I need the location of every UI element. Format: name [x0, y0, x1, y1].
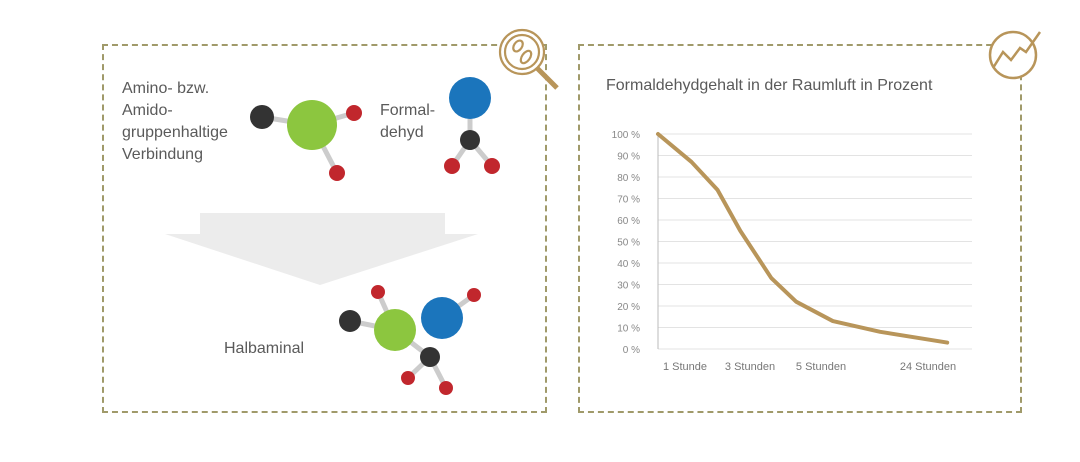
label-line: Amino- bzw.: [122, 80, 210, 97]
chart-title: Formaldehydgehalt in der Raumluft in Pro…: [606, 77, 933, 94]
y-tick-label: 70 %: [617, 195, 640, 206]
label-line: Verbindung: [122, 146, 203, 163]
x-tick-label: 3 Stunden: [725, 361, 775, 373]
product-label: Halbaminal: [224, 340, 305, 357]
chart-panel: [578, 44, 1022, 413]
x-tick-label: 5 Stunden: [796, 361, 846, 373]
magnifier-bacteria-icon: [498, 28, 559, 90]
y-tick-label: 90 %: [617, 152, 640, 163]
label-line: Amido-: [122, 102, 173, 119]
y-tick-label: 20 %: [617, 302, 640, 313]
y-tick-label: 100 %: [612, 130, 640, 141]
series-line: [656, 132, 950, 345]
y-tick-label: 50 %: [617, 238, 640, 249]
reaction-panel: [102, 44, 547, 413]
label-line: dehyd: [380, 124, 424, 141]
label-line: gruppenhaltige: [122, 124, 228, 141]
y-tick-label: 60 %: [617, 216, 640, 227]
line-chart: 0 % 10 % 20 % 30 % 40 % 50 % 60 % 70 % 80 % 90 % 1…: [612, 130, 972, 373]
reactant1-label: Amino- bzw. Amido- gruppenhaltige Verbin…: [122, 78, 228, 166]
label-line: Formal-: [380, 102, 436, 119]
formaldehyde-molecule: [444, 77, 500, 174]
rising-chart-icon: [988, 30, 1042, 80]
y-tick-label: 10 %: [617, 324, 640, 335]
y-tick-label: 40 %: [617, 259, 640, 270]
y-tick-label: 80 %: [617, 173, 640, 184]
reaction-arrow: [165, 213, 478, 285]
x-tick-label: 1 Stunde: [663, 361, 707, 373]
reactant2-label: Formal- dehyd: [380, 100, 435, 144]
halbaminal-molecule: [339, 285, 481, 395]
x-tick-label: 24 Stunden: [900, 361, 956, 373]
y-tick-label: 30 %: [617, 281, 640, 292]
y-tick-label: 0 %: [623, 345, 640, 356]
amino-molecule: [250, 100, 362, 181]
